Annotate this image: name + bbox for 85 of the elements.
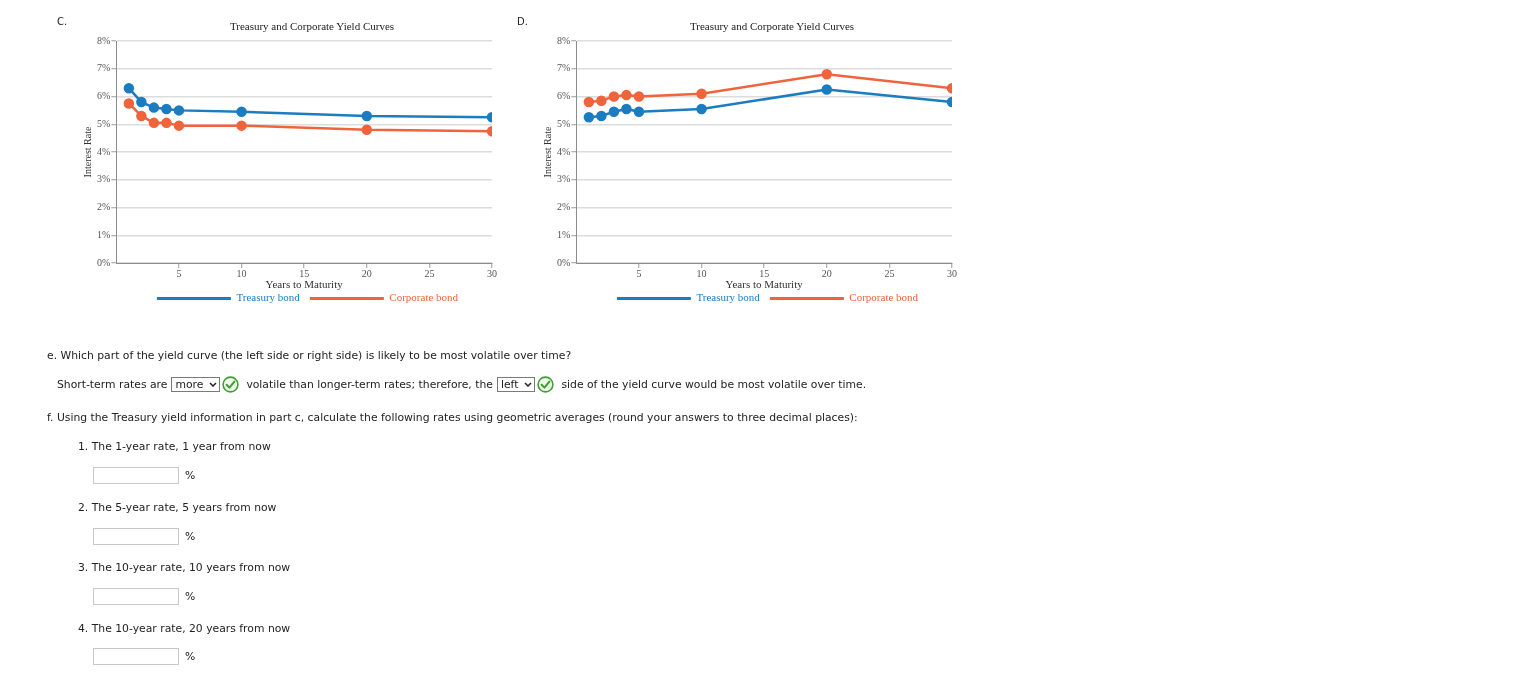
x-axis-title: Years to Maturity [265, 278, 344, 291]
point [161, 103, 172, 115]
text: e. Which part of the yield curve (the left side or right side) is likely to be most volatile over time? [47, 348, 572, 362]
text: 1. The 1-year rate, 1 year from now [78, 439, 271, 453]
x-tick-label: 20 [361, 267, 372, 279]
y-tick-label: 8% [556, 34, 571, 46]
x-tick-label: 25 [424, 267, 435, 279]
text: Corporate bond [849, 291, 919, 304]
x-tick-label: 15 [299, 267, 310, 279]
x-tick-label: 15 [759, 267, 770, 279]
y-tick-label: 3% [556, 173, 571, 185]
y-tick-label: 3% [96, 173, 111, 185]
y-axis-title: Interest Rate [81, 126, 93, 178]
point [821, 69, 833, 80]
y-tick-label: 1% [556, 228, 571, 240]
x-axis-title: Years to Maturity [725, 278, 804, 291]
x-tick-label: 20 [821, 267, 832, 279]
x-tick-label: 5 [176, 267, 182, 279]
y-tick-label: 7% [556, 62, 571, 74]
text: side of the yield curve would be most volatile over time. [561, 377, 867, 391]
point [361, 110, 373, 122]
point [236, 106, 247, 118]
point [173, 120, 185, 131]
y-tick-label: 1% [96, 228, 111, 240]
point [173, 105, 185, 116]
y-tick-label: 0% [556, 256, 571, 268]
text: Corporate bond [389, 291, 459, 304]
text: 2. The 5-year rate, 5 years from now [78, 500, 277, 514]
point [136, 96, 147, 108]
text: Treasury bond [696, 291, 761, 304]
text: Treasury bond [236, 291, 301, 304]
dropdown: left [496, 376, 536, 392]
text: Short-term rates are [57, 377, 168, 391]
x-tick-label: 10 [696, 267, 707, 279]
chart-title: Treasury and Corporate Yield Curves [228, 20, 396, 32]
point [696, 88, 707, 99]
point [633, 91, 645, 102]
point [608, 91, 620, 102]
text: % [185, 468, 196, 482]
point [148, 117, 160, 129]
x-tick-label: 10 [236, 267, 247, 279]
point [361, 124, 373, 136]
point [621, 89, 632, 101]
text: 3. The 10-year rate, 10 years from now [78, 560, 291, 574]
text: % [185, 529, 196, 543]
y-tick-label: 6% [96, 90, 111, 102]
y-tick-label: 8% [96, 34, 111, 46]
text: f. Using the Treasury yield information in part c, calculate the following rates using geometric averages (round your answers to three decimal places): [47, 410, 858, 424]
point [821, 84, 833, 95]
point [621, 103, 632, 115]
point [583, 112, 595, 123]
x-tick-label: 30 [947, 267, 957, 279]
y-tick-label: 2% [96, 201, 111, 213]
x-tick-label: 25 [884, 267, 895, 279]
text: D. [517, 16, 528, 27]
text: volatile than longer-term rates; therefore, the [246, 377, 493, 391]
point [596, 110, 607, 122]
x-tick-label: 5 [636, 267, 642, 279]
y-tick-label: 4% [96, 145, 111, 157]
y-axis-title: Interest Rate [541, 126, 553, 178]
y-tick-label: 4% [556, 145, 571, 157]
text: % [185, 589, 196, 603]
point [136, 110, 147, 122]
point [236, 120, 247, 131]
y-tick-label: 0% [96, 256, 111, 268]
text: 4. The 10-year rate, 20 years from now [78, 621, 291, 635]
point [161, 117, 172, 129]
point [633, 106, 645, 118]
dropdown: more [171, 376, 221, 392]
point [696, 103, 707, 115]
point [583, 96, 595, 108]
point [123, 98, 135, 109]
point [596, 95, 607, 106]
point [608, 106, 620, 118]
chart-title: Treasury and Corporate Yield Curves [688, 20, 856, 32]
point [123, 82, 135, 94]
y-tick-label: 2% [556, 201, 571, 213]
text: C. [57, 16, 68, 27]
y-tick-label: 5% [96, 117, 111, 129]
y-tick-label: 6% [556, 90, 571, 102]
text: % [185, 649, 196, 663]
y-tick-label: 7% [96, 62, 111, 74]
x-tick-label: 30 [487, 267, 497, 279]
point [148, 102, 160, 113]
y-tick-label: 5% [556, 117, 571, 129]
